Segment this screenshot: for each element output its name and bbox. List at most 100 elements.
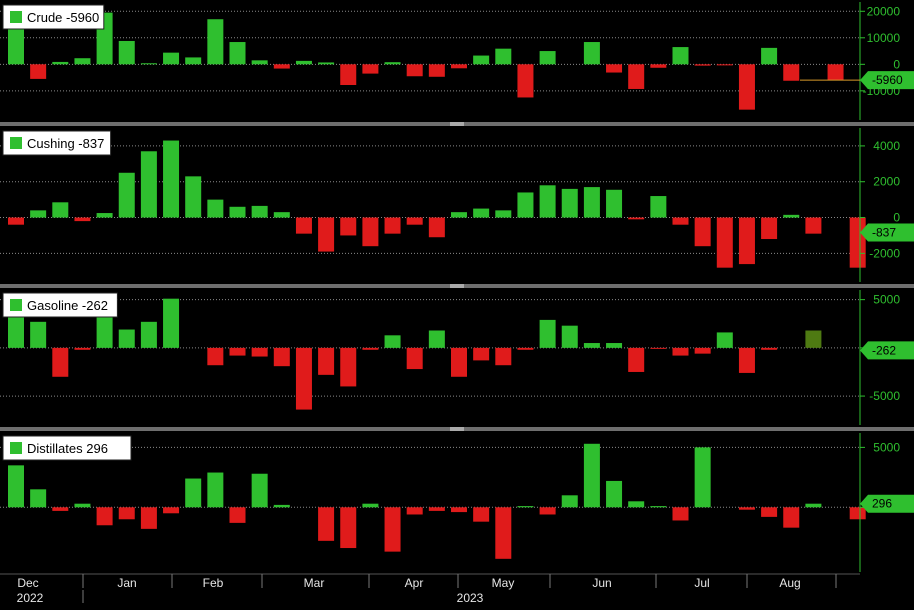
bar bbox=[340, 347, 357, 387]
bar bbox=[384, 62, 401, 65]
bar bbox=[716, 64, 733, 66]
bar bbox=[8, 465, 24, 508]
y-tick-label: -5000 bbox=[869, 389, 900, 403]
bar bbox=[451, 347, 467, 377]
bar bbox=[74, 503, 91, 508]
bar bbox=[827, 64, 844, 81]
bar bbox=[761, 217, 778, 240]
bar bbox=[428, 330, 445, 348]
bar bbox=[561, 495, 578, 508]
bar bbox=[140, 321, 157, 348]
bar bbox=[118, 329, 135, 348]
bar bbox=[539, 51, 556, 65]
bar bbox=[451, 64, 467, 69]
bar bbox=[406, 347, 423, 370]
bar bbox=[207, 199, 224, 218]
bar bbox=[451, 507, 467, 513]
bar bbox=[96, 313, 113, 348]
bar bbox=[406, 217, 423, 225]
bar bbox=[473, 55, 490, 65]
bar bbox=[694, 447, 711, 508]
last-value-tag bbox=[860, 494, 914, 513]
bar bbox=[628, 217, 645, 220]
bar bbox=[229, 347, 246, 356]
y-tick-label: 4000 bbox=[873, 139, 900, 153]
bar bbox=[606, 480, 623, 508]
bar bbox=[517, 506, 534, 508]
legend-swatch bbox=[10, 11, 22, 23]
legend-swatch bbox=[10, 299, 22, 311]
bar bbox=[251, 205, 268, 218]
bar bbox=[185, 176, 202, 218]
bar bbox=[251, 60, 268, 65]
bar bbox=[561, 188, 578, 218]
bar bbox=[406, 64, 423, 77]
bar bbox=[738, 347, 755, 373]
last-value-tag bbox=[860, 223, 914, 242]
bar bbox=[52, 507, 69, 511]
last-value-label: -837 bbox=[872, 226, 896, 240]
x-tick-label: Aug bbox=[779, 576, 800, 590]
bar bbox=[473, 208, 490, 218]
bar bbox=[74, 347, 91, 350]
bar bbox=[140, 63, 157, 65]
bar bbox=[295, 347, 312, 410]
bar bbox=[694, 64, 711, 66]
last-value-tag bbox=[860, 71, 914, 90]
bar bbox=[451, 212, 467, 218]
bar bbox=[207, 472, 224, 508]
bar bbox=[672, 47, 689, 65]
bar bbox=[517, 64, 534, 98]
x-tick-label: Jun bbox=[592, 576, 611, 590]
bar bbox=[650, 347, 667, 349]
bar bbox=[74, 58, 91, 65]
bar bbox=[495, 210, 512, 218]
bar bbox=[672, 217, 689, 225]
bar bbox=[273, 212, 290, 218]
bar bbox=[207, 19, 224, 65]
bar bbox=[52, 61, 69, 65]
bar bbox=[805, 503, 822, 508]
bar bbox=[583, 343, 600, 348]
bar bbox=[273, 347, 290, 367]
legend-label: Distillates 296 bbox=[27, 441, 108, 456]
bar bbox=[318, 217, 335, 252]
x-year-label: 2022 bbox=[17, 591, 44, 605]
bar bbox=[229, 42, 246, 65]
last-value-label: -5960 bbox=[872, 73, 903, 87]
bar bbox=[428, 217, 445, 238]
bar bbox=[473, 507, 490, 522]
panel-gasoline: 5000 -5000 -262 Gasoline -262 bbox=[0, 290, 914, 431]
bar bbox=[318, 347, 335, 375]
bar bbox=[362, 217, 379, 247]
bar bbox=[384, 217, 401, 234]
bar bbox=[561, 325, 578, 348]
bar bbox=[583, 42, 600, 65]
bar bbox=[539, 507, 556, 515]
bar bbox=[273, 504, 290, 508]
x-tick-label: Jul bbox=[694, 576, 709, 590]
bar bbox=[628, 347, 645, 372]
bar bbox=[517, 192, 534, 218]
bar bbox=[805, 330, 822, 348]
legend-label: Cushing -837 bbox=[27, 136, 104, 151]
bar bbox=[362, 64, 379, 74]
bar bbox=[8, 217, 24, 225]
bar bbox=[495, 507, 512, 559]
bar bbox=[716, 332, 733, 348]
bar bbox=[295, 217, 312, 234]
y-tick-label: 2000 bbox=[873, 175, 900, 189]
bar bbox=[384, 335, 401, 348]
bar bbox=[96, 507, 113, 526]
panel-cushing: 4000 2000 0 -2000 -837 Cushing -837 bbox=[0, 128, 914, 288]
legend-swatch bbox=[10, 442, 22, 454]
legend-box bbox=[2, 435, 132, 461]
panel-distillates: 5000 296 Distillates 296 bbox=[0, 433, 914, 572]
bar bbox=[761, 47, 778, 65]
bar bbox=[340, 64, 357, 85]
legend-label: Gasoline -262 bbox=[27, 298, 108, 313]
bar bbox=[8, 25, 24, 65]
